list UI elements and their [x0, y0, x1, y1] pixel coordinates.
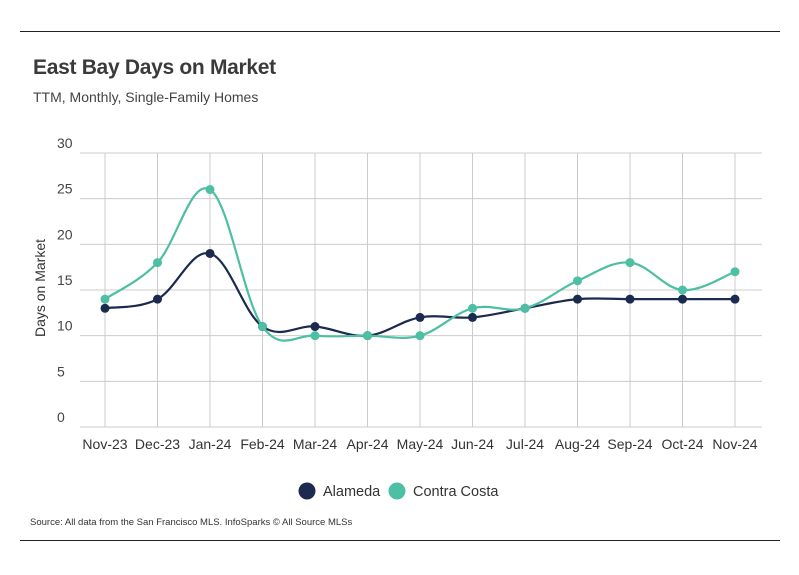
x-tick-label: Jun-24: [451, 436, 494, 452]
legend-label-contra-costa: Contra Costa: [413, 484, 499, 500]
x-tick-label: Aug-24: [555, 436, 600, 452]
data-point-alameda: [205, 248, 215, 258]
y-tick-label: 25: [57, 181, 73, 197]
y-tick-label: 10: [57, 318, 73, 334]
source-note: Source: All data from the San Francisco …: [30, 517, 353, 528]
x-tick-label: Apr-24: [346, 436, 388, 452]
data-point-alameda: [310, 322, 320, 332]
data-point-contra-costa: [468, 303, 477, 313]
data-point-alameda: [415, 312, 425, 322]
y-axis-title: Days on Market: [32, 239, 48, 337]
chart-subtitle: TTM, Monthly, Single-Family Homes: [33, 89, 259, 105]
data-point-contra-costa: [205, 185, 215, 195]
data-point-contra-costa: [258, 322, 267, 332]
data-point-contra-costa: [678, 285, 687, 295]
x-tick-label: Mar-24: [293, 436, 338, 452]
x-tick-label: Feb-24: [240, 436, 285, 452]
y-tick-label: 5: [57, 363, 65, 379]
data-point-contra-costa: [153, 258, 162, 268]
data-point-alameda: [678, 294, 687, 304]
y-tick-label: 20: [57, 226, 73, 242]
data-point-alameda: [468, 312, 477, 322]
x-tick-label: Jan-24: [189, 436, 232, 452]
data-point-alameda: [100, 303, 110, 313]
legend-label-alameda: Alameda: [323, 484, 381, 500]
y-tick-label: 15: [57, 272, 73, 288]
top-rule: [20, 31, 780, 32]
data-point-contra-costa: [625, 258, 635, 268]
y-tick-label: 30: [57, 135, 73, 151]
data-point-alameda: [730, 294, 740, 304]
legend-marker-alameda: [298, 482, 316, 500]
data-point-alameda: [625, 294, 635, 304]
x-tick-label: May-24: [397, 436, 444, 452]
x-tick-label: Nov-23: [82, 436, 127, 452]
bottom-rule: [20, 540, 780, 541]
x-tick-label: Dec-23: [135, 436, 180, 452]
data-point-contra-costa: [415, 331, 425, 341]
data-point-alameda: [573, 294, 582, 304]
x-tick-label: Jul-24: [506, 436, 544, 452]
x-tick-label: Sep-24: [607, 436, 652, 452]
data-point-contra-costa: [730, 267, 740, 277]
data-point-contra-costa: [573, 276, 582, 286]
data-point-contra-costa: [363, 331, 372, 341]
data-point-alameda: [153, 294, 162, 304]
legend-marker-contra-costa: [388, 482, 406, 500]
data-point-contra-costa: [100, 294, 110, 304]
chart-title: East Bay Days on Market: [33, 56, 276, 79]
x-tick-label: Nov-24: [712, 436, 757, 452]
data-point-contra-costa: [310, 331, 320, 341]
y-tick-label: 0: [57, 409, 65, 425]
data-point-contra-costa: [520, 303, 530, 313]
x-tick-label: Oct-24: [661, 436, 703, 452]
